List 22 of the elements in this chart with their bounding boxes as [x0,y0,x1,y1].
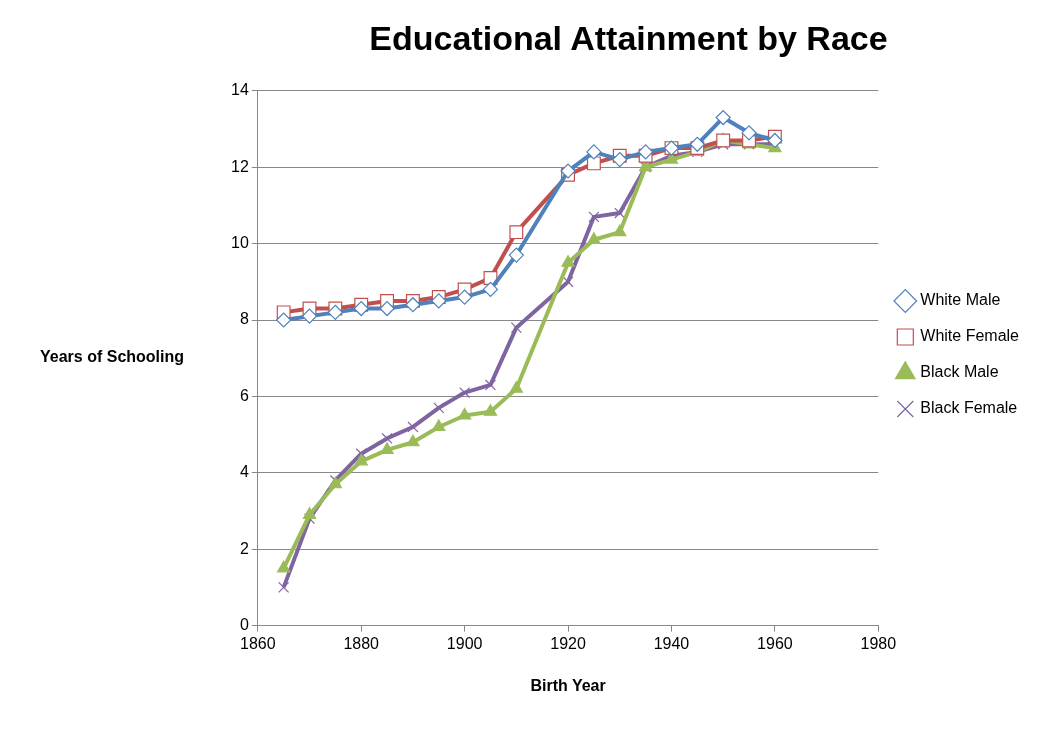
x-tick-label: 1900 [446,634,483,652]
x-tick-label: 1940 [653,634,690,652]
x-tick-label: 1880 [343,634,380,652]
y-tick-label: 8 [239,310,249,328]
x-tick-label: 1920 [550,634,586,652]
y-tick-label: 2 [239,539,249,557]
chart-title: Educational Attainment by Race [369,18,888,57]
x-axis-title: Birth Year [530,676,606,694]
y-tick-label: 10 [231,234,249,252]
y-tick-label: 0 [239,616,249,634]
legend-label: Black Female [920,399,1018,417]
x-tick-label: 1960 [757,634,793,652]
x-tick-label: 1860 [240,634,276,652]
legend-label: White Male [920,291,1001,309]
y-tick-label: 6 [239,386,249,404]
y-tick-label: 12 [231,157,249,175]
y-tick-label: 4 [239,463,249,481]
legend-label: Black Male [920,363,999,381]
legend-label: White Female [920,327,1020,345]
y-axis-title: Years of Schooling [40,348,185,366]
x-tick-label: 1980 [860,634,897,652]
y-tick-label: 14 [231,81,249,99]
